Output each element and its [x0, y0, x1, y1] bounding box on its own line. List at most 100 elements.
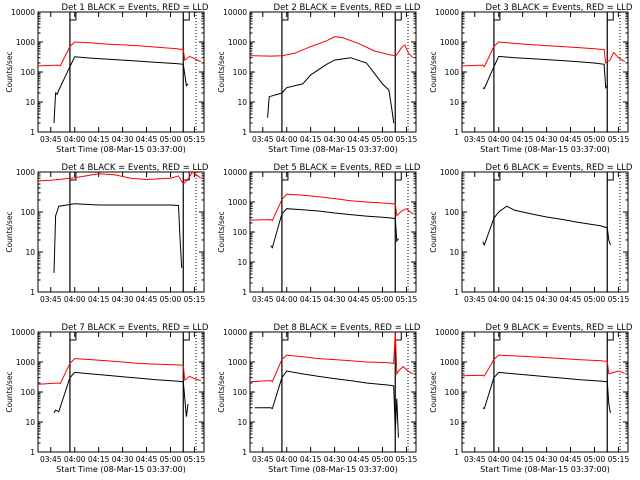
- x-tick-label: 04:00: [276, 455, 298, 464]
- y-tick-label: 10000: [223, 8, 247, 17]
- y-tick-label: 1: [30, 448, 35, 457]
- x-tick-label: 05:15: [184, 295, 206, 304]
- y-axis-label: Counts/sec: [5, 51, 14, 92]
- x-tick-label: 04:30: [536, 135, 558, 144]
- x-tick-label: 03:45: [40, 295, 62, 304]
- x-tick-label: 03:45: [252, 295, 274, 304]
- series-line-2: [53, 56, 189, 124]
- time-marker-flag: [493, 12, 501, 21]
- x-axis-label: Start Time (08-Mar-15 03:37:00): [268, 465, 398, 474]
- x-tick-label: 05:00: [584, 295, 606, 304]
- x-tick-label: 05:15: [608, 295, 630, 304]
- series-line-1: [37, 358, 201, 385]
- x-tick-label: 04:45: [136, 135, 158, 144]
- y-tick-label: 100: [233, 228, 248, 237]
- plot-frame: [461, 331, 629, 453]
- y-tick-label: 10: [25, 248, 35, 257]
- series-line-1: [249, 193, 414, 222]
- time-marker-flag: [183, 172, 190, 181]
- chart-title: Det 4 BLACK = Events, RED = LLD: [62, 163, 209, 173]
- y-tick-label: 1: [242, 288, 247, 297]
- y-tick-label: 1000: [440, 38, 459, 47]
- x-axis-label: Start Time (08-Mar-15 03:37:00): [268, 145, 398, 154]
- time-marker-flag: [183, 332, 190, 341]
- x-tick-label: 04:45: [560, 135, 582, 144]
- x-tick-label: 05:00: [584, 135, 606, 144]
- x-tick-label: 04:15: [512, 135, 534, 144]
- chart-title: Det 9 BLACK = Events, RED = LLD: [486, 323, 633, 333]
- y-tick-label: 1000: [440, 358, 459, 367]
- y-tick-label: 100: [21, 68, 36, 77]
- time-marker-flag: [607, 332, 614, 341]
- x-tick-label: 04:15: [300, 455, 322, 464]
- x-tick-label: 04:00: [488, 455, 510, 464]
- time-marker-flag: [281, 172, 289, 181]
- series-line-2: [53, 203, 183, 273]
- x-tick-label: 04:30: [112, 135, 134, 144]
- x-tick-label: 04:30: [324, 295, 346, 304]
- chart-title: Det 2 BLACK = Events, RED = LLD: [274, 3, 421, 13]
- x-tick-label: 04:15: [512, 455, 534, 464]
- x-tick-label: 04:00: [64, 295, 86, 304]
- chart-title: Det 1 BLACK = Events, RED = LLD: [62, 3, 209, 13]
- plot-frame: [37, 11, 205, 133]
- series-line-2: [482, 55, 608, 90]
- y-tick-label: 100: [233, 388, 248, 397]
- x-tick-label: 04:15: [88, 135, 110, 144]
- y-tick-label: 10: [449, 248, 459, 257]
- x-tick-label: 05:00: [372, 295, 394, 304]
- y-tick-label: 10000: [11, 8, 35, 17]
- y-tick-label: 1: [454, 288, 459, 297]
- y-tick-label: 10000: [435, 8, 459, 17]
- time-marker-flag: [395, 172, 402, 181]
- plot-frame: [461, 171, 629, 293]
- x-tick-label: 05:00: [160, 135, 182, 144]
- y-tick-label: 100: [445, 388, 460, 397]
- y-tick-label: 10000: [223, 328, 247, 337]
- x-tick-label: 05:00: [160, 295, 182, 304]
- y-tick-label: 1000: [16, 358, 35, 367]
- time-marker-flag: [69, 172, 77, 181]
- y-tick-label: 10: [237, 418, 247, 427]
- series-line-1: [461, 354, 625, 377]
- plot-frame: [249, 11, 417, 133]
- series-line-1: [249, 331, 414, 383]
- time-marker-flag: [395, 12, 402, 21]
- chart-title: Det 3 BLACK = Events, RED = LLD: [486, 3, 633, 13]
- y-tick-label: 1000: [440, 168, 459, 177]
- x-axis-label: Start Time (08-Mar-15 03:37:00): [56, 145, 186, 154]
- y-tick-label: 100: [445, 208, 460, 217]
- x-tick-label: 04:00: [488, 135, 510, 144]
- time-marker-flag: [281, 332, 289, 341]
- series-line-1: [249, 36, 414, 59]
- detector-chart-1: Det 1 BLACK = Events, RED = LLD 1 10 100 100…: [5, 3, 209, 154]
- detector-chart-9: Det 9 BLACK = Events, RED = LLD 1 10 100 100…: [429, 323, 633, 474]
- y-axis-label: Counts/sec: [5, 211, 14, 252]
- time-marker-flag: [395, 332, 402, 341]
- x-tick-label: 05:00: [372, 455, 394, 464]
- x-tick-label: 05:00: [160, 455, 182, 464]
- time-marker-flag: [493, 332, 501, 341]
- x-axis-label: Start Time (08-Mar-15 03:37:00): [56, 465, 186, 474]
- y-tick-label: 100: [21, 388, 36, 397]
- y-axis-label: Counts/sec: [217, 51, 226, 92]
- x-tick-label: 04:00: [276, 135, 298, 144]
- y-tick-label: 10000: [223, 168, 247, 177]
- y-tick-label: 1000: [228, 358, 247, 367]
- x-tick-label: 04:45: [560, 455, 582, 464]
- chart-title: Det 6 BLACK = Events, RED = LLD: [486, 163, 633, 173]
- x-tick-label: 03:45: [40, 135, 62, 144]
- x-tick-label: 04:45: [348, 295, 370, 304]
- time-marker-flag: [493, 172, 501, 181]
- y-tick-label: 1000: [16, 168, 35, 177]
- x-axis-label: Start Time (08-Mar-15 03:37:00): [480, 145, 610, 154]
- x-tick-label: 05:15: [396, 135, 418, 144]
- x-tick-label: 04:30: [536, 455, 558, 464]
- x-tick-label: 04:15: [512, 295, 534, 304]
- y-tick-label: 10: [449, 418, 459, 427]
- y-tick-label: 10: [25, 418, 35, 427]
- x-tick-label: 04:00: [276, 295, 298, 304]
- x-tick-label: 04:30: [536, 295, 558, 304]
- x-tick-label: 05:15: [184, 135, 206, 144]
- y-tick-label: 1000: [16, 38, 35, 47]
